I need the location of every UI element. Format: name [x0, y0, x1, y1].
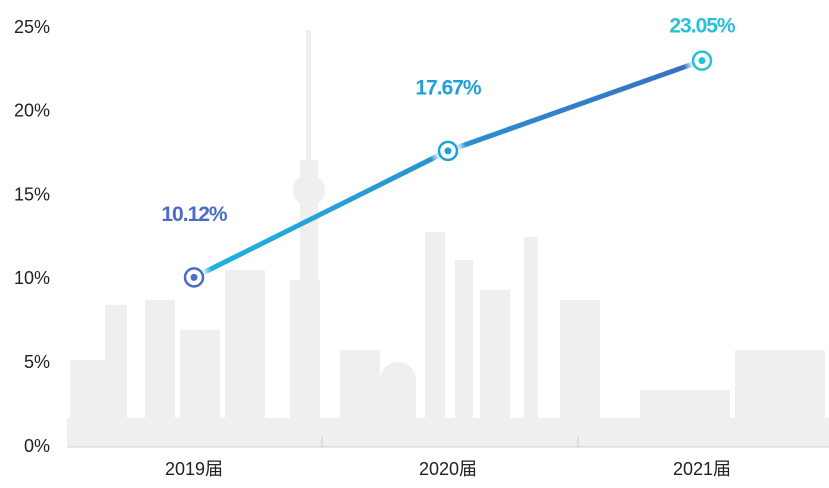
marker-center	[190, 273, 198, 281]
marker-center	[698, 57, 706, 65]
y-tick-label: 20%	[14, 101, 50, 121]
data-label: 10.12%	[161, 203, 228, 226]
marker-center	[444, 147, 452, 155]
skyline	[67, 30, 829, 447]
x-tick-label: 2020届	[419, 459, 477, 479]
x-tick-label: 2021届	[673, 459, 731, 479]
y-tick-label: 25%	[14, 17, 50, 37]
y-tick-label: 0%	[24, 436, 50, 456]
data-label: 23.05%	[669, 15, 736, 38]
data-label: 17.67%	[415, 76, 482, 99]
x-tick-label: 2019届	[165, 459, 223, 479]
y-tick-label: 15%	[14, 184, 50, 204]
y-tick-label: 5%	[24, 352, 50, 372]
y-tick-label: 10%	[14, 268, 50, 288]
